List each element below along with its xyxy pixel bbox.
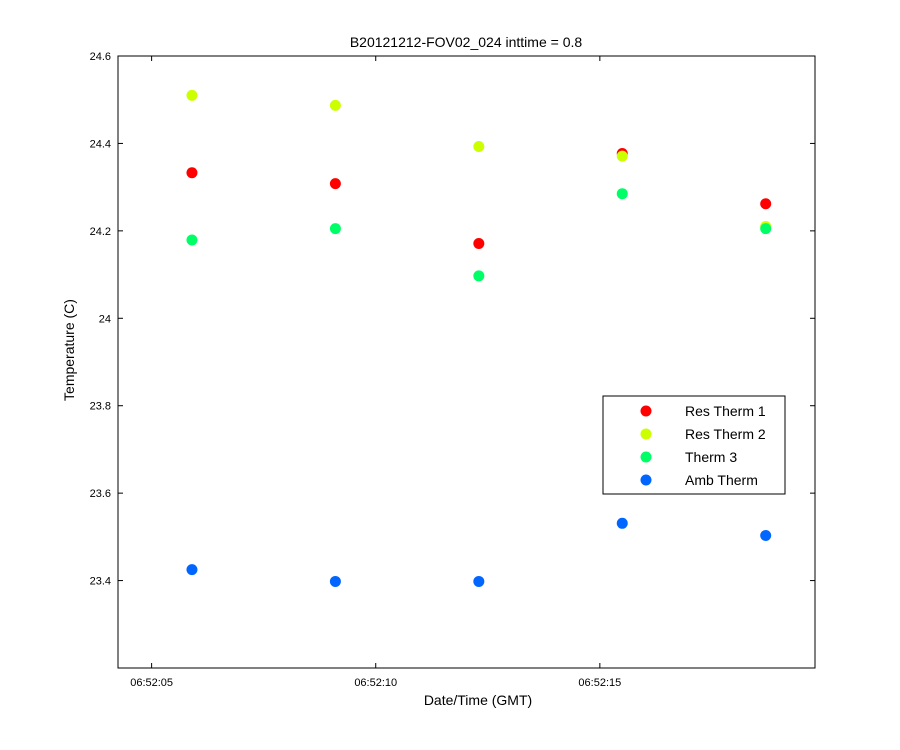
legend-label-res-therm-2: Res Therm 2 — [685, 426, 766, 442]
data-point-res-therm-1 — [329, 178, 341, 190]
y-tick-label: 24.2 — [90, 226, 111, 238]
legend: Res Therm 1 Res Therm 2 Therm 3 Amb Therm — [602, 395, 786, 495]
data-point-amb-therm — [329, 575, 341, 587]
data-point-amb-therm — [186, 564, 198, 576]
plot-area — [117, 55, 816, 669]
x-tick-label: 06:52:05 — [130, 677, 173, 689]
x-axis: 06:52:05 06:52:10 06:52:15 — [130, 56, 621, 689]
data-point-res-therm-2 — [329, 99, 341, 111]
data-point-amb-therm — [760, 530, 772, 542]
y-tick-label: 24.6 — [90, 51, 111, 63]
y-tick-label: 23.6 — [90, 488, 111, 500]
y-tick-label: 23.4 — [90, 576, 111, 588]
data-point-res-therm-1 — [186, 167, 198, 179]
y-tick-label: 24.4 — [90, 138, 111, 150]
legend-label-res-therm-1: Res Therm 1 — [685, 403, 766, 419]
data-points — [186, 89, 772, 587]
data-point-therm-3 — [760, 223, 772, 235]
data-point-therm-3 — [329, 223, 341, 235]
legend-box — [602, 395, 786, 495]
x-tick-label: 06:52:15 — [578, 677, 621, 689]
legend-label-therm-3: Therm 3 — [685, 449, 737, 465]
y-axis: 23.4 23.6 23.8 24 24.2 24.4 24.6 — [90, 51, 815, 588]
data-point-res-therm-2 — [616, 150, 628, 162]
data-point-res-therm-1 — [760, 198, 772, 210]
data-point-therm-3 — [186, 234, 198, 246]
legend-marker-res-therm-1 — [640, 405, 652, 417]
data-point-res-therm-2 — [186, 89, 198, 101]
legend-label-amb-therm: Amb Therm — [685, 472, 758, 488]
x-tick-label: 06:52:10 — [354, 677, 397, 689]
y-tick-label: 24 — [99, 313, 111, 325]
legend-marker-therm-3 — [640, 451, 652, 463]
data-point-amb-therm — [473, 575, 485, 587]
x-axis-label: Date/Time (GMT) — [424, 692, 532, 708]
data-point-therm-3 — [616, 188, 628, 200]
data-point-res-therm-1 — [473, 238, 485, 250]
y-axis-label: Temperature (C) — [61, 299, 77, 401]
data-point-amb-therm — [616, 517, 628, 529]
data-point-therm-3 — [473, 270, 485, 282]
chart-title: B20121212-FOV02_024 inttime = 0.8 — [350, 34, 583, 50]
data-point-res-therm-2 — [473, 140, 485, 152]
legend-marker-res-therm-2 — [640, 428, 652, 440]
legend-marker-amb-therm — [640, 474, 652, 486]
y-tick-label: 23.8 — [90, 401, 111, 413]
